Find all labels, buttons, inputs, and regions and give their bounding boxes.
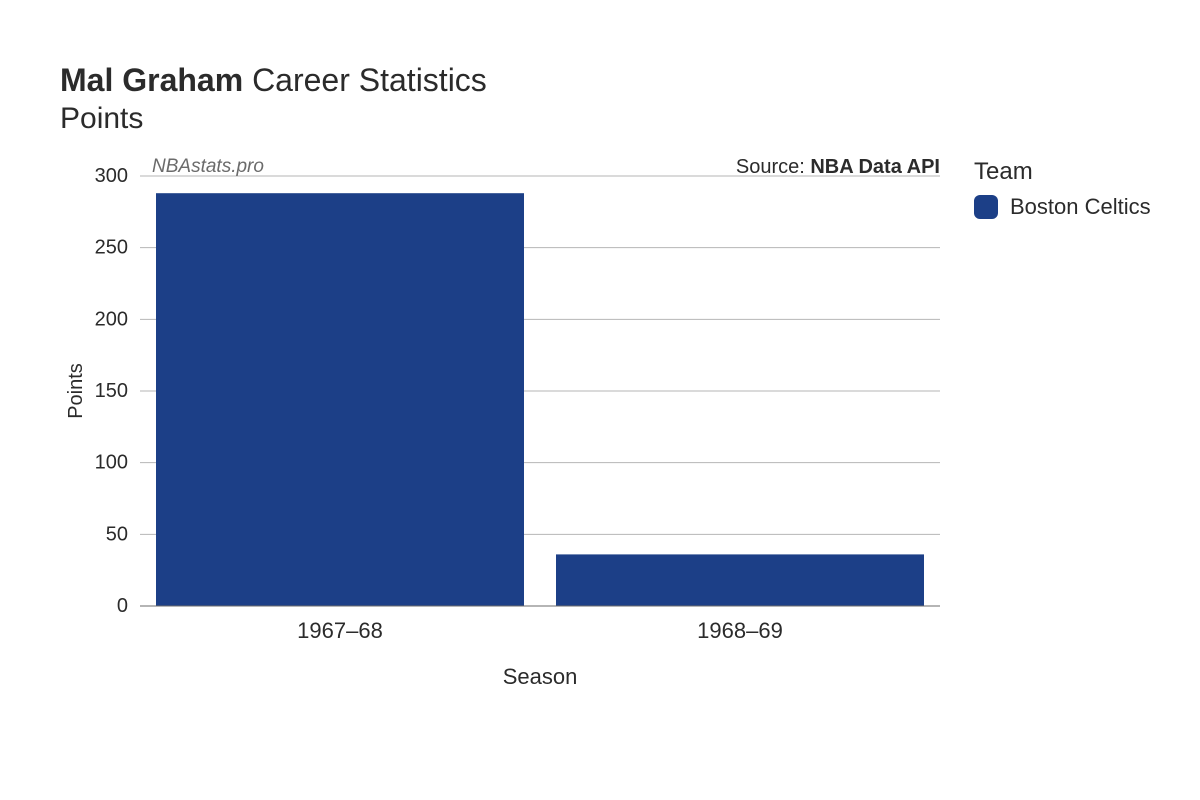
legend-items: Boston Celtics	[974, 194, 1151, 220]
legend-swatch	[974, 195, 998, 219]
legend-item: Boston Celtics	[974, 194, 1151, 220]
y-tick-label: 250	[95, 237, 128, 259]
y-tick-label: 50	[106, 523, 128, 545]
y-axis-label: Points	[65, 363, 87, 419]
source-note: Source: NBA Data API	[736, 156, 940, 179]
title-block: Mal Graham Career Statistics Points	[60, 60, 1160, 136]
source-prefix: Source:	[736, 156, 810, 178]
legend: Team Boston Celtics	[974, 156, 1151, 716]
chart-container: Mal Graham Career Statistics Points NBAs…	[0, 0, 1200, 800]
legend-title: Team	[974, 158, 1151, 186]
x-axis-label: Season	[503, 664, 578, 689]
bar-chart-svg: 0 50 100 150 200 250 300 1967–68 1968–69 Season Po…	[60, 156, 950, 716]
x-tick-label: 1967–68	[297, 618, 383, 643]
y-tick-label: 150	[95, 380, 128, 402]
chart-subtitle: Points	[60, 102, 1160, 136]
title-suffix: Career Statistics	[252, 62, 487, 98]
bar	[556, 554, 924, 606]
chart-row: NBAstats.pro Source: NBA Data API 0 50 100…	[60, 156, 1160, 716]
legend-label: Boston Celtics	[1010, 194, 1151, 220]
bar	[156, 193, 524, 606]
player-name: Mal Graham	[60, 62, 243, 98]
y-tick-label: 0	[117, 595, 128, 617]
chart-title: Mal Graham Career Statistics	[60, 60, 1160, 100]
x-tick-label: 1968–69	[697, 618, 783, 643]
y-tick-label: 300	[95, 165, 128, 187]
y-tick-label: 100	[95, 452, 128, 474]
y-tick-label: 200	[95, 308, 128, 330]
source-name: NBA Data API	[810, 156, 940, 178]
watermark-text: NBAstats.pro	[152, 156, 264, 178]
chart-area: NBAstats.pro Source: NBA Data API 0 50 100…	[60, 156, 950, 716]
